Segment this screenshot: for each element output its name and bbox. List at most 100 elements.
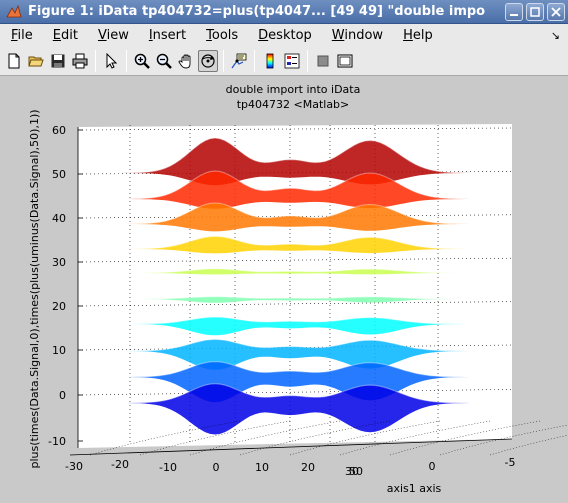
hand-icon — [178, 54, 191, 68]
z-tick-label: 50 — [52, 168, 66, 181]
horizontal-grid-line — [77, 389, 513, 396]
surface-ridge — [100, 171, 470, 209]
floor-grid-line — [89, 420, 241, 456]
surface-ridge — [100, 236, 470, 254]
surface-ridge-highlight — [100, 296, 470, 300]
arrow-pointer-icon — [106, 52, 118, 69]
z-tick-label: 40 — [52, 212, 66, 225]
floor-grid-line — [489, 434, 568, 456]
x-tick-label: 0 — [429, 460, 436, 473]
floor-grid — [89, 420, 568, 456]
plot-title-line2: tp404732 <Matlab> — [237, 98, 350, 111]
dock-figure-button[interactable]: ↘ — [550, 28, 560, 42]
surface-ridge — [100, 203, 470, 232]
window-titlebar[interactable]: Figure 1: iData tp404732=plus(tp4047... … — [0, 0, 568, 24]
z-tick-label: 0 — [59, 389, 66, 402]
surface-ridge-highlight — [100, 316, 470, 325]
figure-canvas[interactable]: double import into iData tp404732 <Matla… — [0, 77, 568, 503]
surface-ridge-highlight — [100, 235, 470, 250]
legend-button[interactable] — [282, 50, 302, 72]
data-cursor-icon — [231, 53, 247, 68]
colorbar-icon — [266, 53, 274, 68]
rotate-3d-button[interactable] — [198, 49, 218, 72]
x-tick-label: 20 — [301, 461, 315, 474]
legend-icon — [284, 53, 300, 68]
surface-ridge-highlight — [100, 170, 471, 200]
menu-insert[interactable]: Insert — [148, 27, 187, 43]
show-plot-tools-icon — [337, 54, 353, 67]
z-tick-label: 60 — [52, 124, 66, 137]
surface-ridge — [100, 296, 470, 303]
close-button[interactable] — [547, 2, 565, 21]
menu-edit[interactable]: Edit — [52, 27, 78, 43]
plot-area[interactable]: double import into iData tp404732 <Matla… — [0, 77, 568, 503]
hide-plot-tools-icon — [317, 55, 329, 66]
save-figure-button[interactable] — [48, 50, 68, 72]
colorbar-button[interactable] — [260, 50, 280, 72]
zoom-in-button[interactable] — [132, 50, 152, 72]
floor-grid-line — [339, 420, 491, 456]
floor-grid-line — [289, 420, 441, 456]
z-tick-label: 10 — [52, 344, 66, 357]
print-figure-button[interactable] — [70, 50, 90, 72]
plot-title-line1: double import into iData — [226, 83, 361, 96]
horizontal-grid-line — [77, 214, 513, 219]
surface-ridge — [100, 138, 470, 186]
z-tick-label: 30 — [52, 256, 66, 269]
x-tick-label: 30 — [345, 465, 359, 478]
minimize-button[interactable] — [505, 2, 523, 21]
menu-help[interactable]: Help — [403, 27, 433, 43]
matlab-icon — [6, 4, 22, 20]
menu-window[interactable]: Window — [331, 27, 384, 43]
horizontal-grid-line — [77, 127, 513, 131]
x-tick-label: -20 — [111, 458, 129, 471]
x-tick-label: -30 — [65, 460, 83, 473]
horizontal-grid-line — [77, 301, 513, 307]
window-title: Figure 1: iData tp404732=plus(tp4047... … — [28, 4, 486, 19]
surface-ridge-highlight — [100, 268, 470, 274]
z-axis-label: plus(times(Data.Signal,0),times(plus(umi… — [28, 109, 41, 468]
maximize-icon — [530, 6, 540, 17]
surface-ridge-highlight — [100, 383, 471, 404]
z-axis-ticks: 60 50 40 30 20 10 0 -10 — [48, 124, 83, 448]
close-icon — [551, 6, 561, 17]
surface-ridge — [100, 268, 470, 275]
surface-ridge — [100, 317, 470, 336]
surface-ridges — [100, 137, 471, 435]
data-cursor-button[interactable] — [229, 50, 249, 72]
hide-plot-tools-button[interactable] — [313, 50, 333, 72]
show-plot-tools-button[interactable] — [335, 50, 355, 72]
new-file-icon — [8, 53, 20, 68]
save-disk-icon — [51, 54, 65, 67]
toolbar-separator — [254, 49, 255, 72]
z-tick-label: -10 — [48, 435, 66, 448]
menu-tools[interactable]: Tools — [206, 27, 239, 43]
x-tick-label: 0 — [213, 461, 220, 474]
new-figure-button[interactable] — [4, 50, 24, 72]
menu-file[interactable]: File — [11, 27, 33, 43]
surface-ridge — [100, 383, 470, 435]
toolbar-separator — [307, 49, 308, 72]
menu-bar: File Edit View Insert Tools Desktop Window Help… — [0, 24, 568, 46]
zoom-out-button[interactable] — [154, 50, 174, 72]
menu-view[interactable]: View — [97, 27, 129, 43]
pan-button[interactable] — [176, 50, 196, 72]
x-tick-label: -10 — [159, 461, 177, 474]
surface-ridge-highlight — [100, 338, 470, 352]
floor-grid-line — [239, 420, 391, 456]
menu-desktop[interactable]: Desktop — [258, 27, 312, 43]
horizontal-grid-line — [77, 257, 513, 263]
zoom-out-icon — [156, 53, 172, 69]
edit-plot-button[interactable] — [101, 50, 121, 72]
maximize-button[interactable] — [526, 2, 544, 21]
horizontal-grid-line — [77, 344, 513, 351]
surface-ridge — [100, 339, 470, 370]
x-axis-label: axis1 axis — [387, 482, 442, 495]
floor-grid-line — [439, 424, 568, 456]
floor-grid-line — [389, 420, 541, 456]
z-tick-label: 20 — [52, 300, 66, 313]
open-file-button[interactable] — [26, 50, 46, 72]
toolbar-separator — [95, 49, 96, 72]
rotate-3d-icon — [201, 53, 215, 68]
